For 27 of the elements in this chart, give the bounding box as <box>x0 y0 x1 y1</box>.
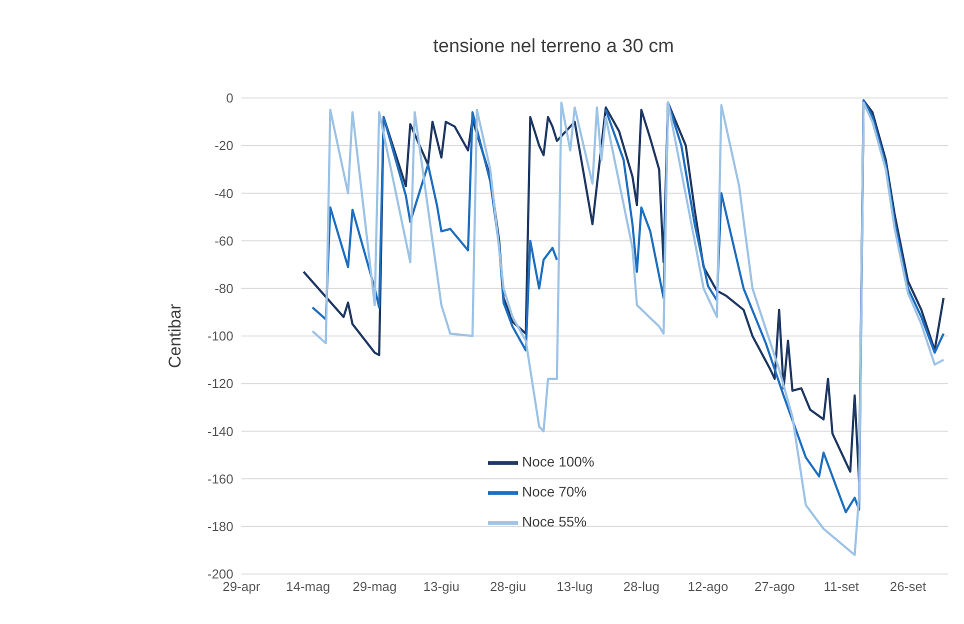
x-tick-label: 28-lug <box>623 579 660 594</box>
x-tick-label: 29-mag <box>352 579 397 594</box>
y-tick-label: -120 <box>207 376 234 392</box>
x-tick-label: 26-set <box>890 579 926 594</box>
legend-label: Noce 55% <box>522 514 587 530</box>
x-tick-label: 27-ago <box>754 579 795 594</box>
x-tick-label: 11-set <box>824 579 860 594</box>
y-tick-label: -200 <box>207 566 234 582</box>
y-tick-label: -140 <box>207 424 234 439</box>
y-tick-label: -160 <box>207 471 234 486</box>
y-tick-label: -80 <box>214 281 234 296</box>
x-tick-label: 13-lug <box>556 579 593 594</box>
y-tick-label: -60 <box>214 233 234 248</box>
y-tick-label: -180 <box>207 519 234 534</box>
legend-label: Noce 100% <box>522 454 594 470</box>
y-tick-label: 0 <box>226 90 234 106</box>
chart-title: tensione nel terreno a 30 cm <box>432 36 675 58</box>
y-tick-label: -100 <box>207 328 234 344</box>
x-tick-label: 12-ago <box>688 579 728 594</box>
x-tick-label: 14-mag <box>286 579 330 594</box>
y-tick-label: -20 <box>214 138 234 154</box>
x-tick-label: 13-giu <box>423 579 460 594</box>
x-tick-label: 29-apr <box>222 579 261 594</box>
legend-label: Noce 70% <box>522 484 587 500</box>
y-tick-label: -40 <box>214 186 234 201</box>
x-tick-label: 28-giu <box>490 579 526 594</box>
y-axis-title: Centibar <box>165 304 184 368</box>
